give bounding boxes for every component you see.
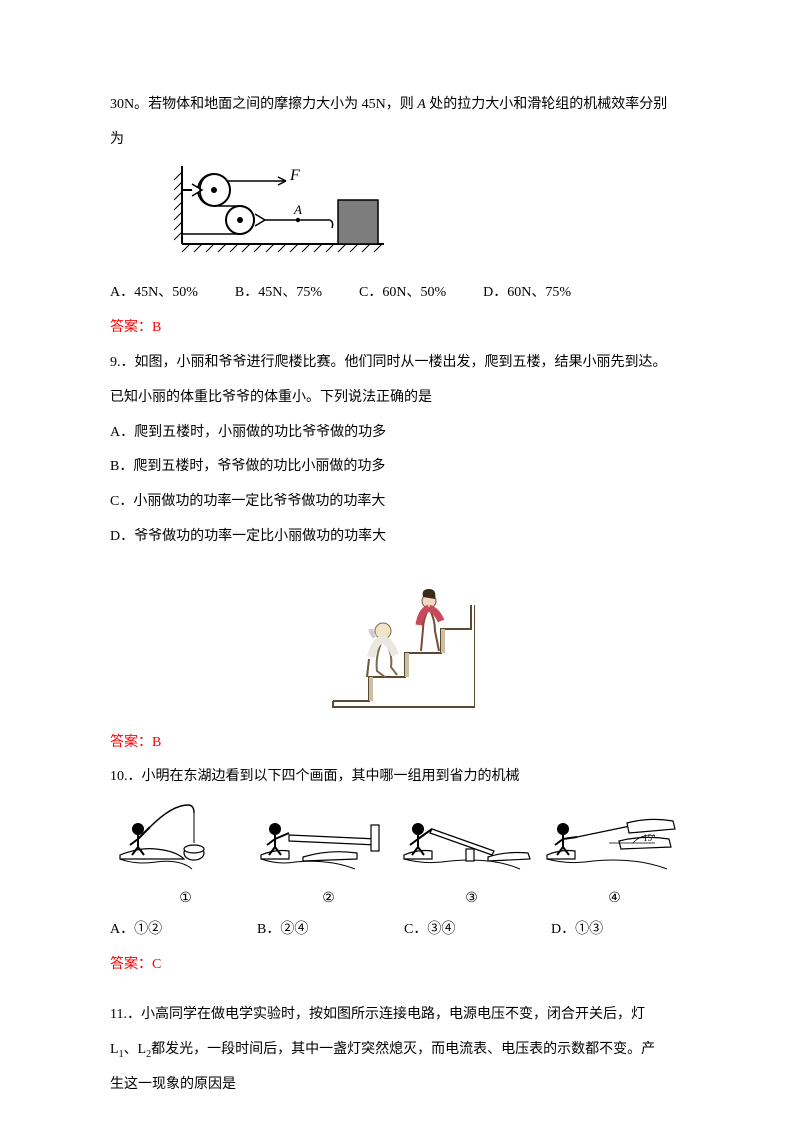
q10-fig-3 — [400, 799, 543, 884]
q8-options: A．45N、50% B．45N、75% C．60N、50% D．60N、75% — [110, 278, 690, 309]
q10-stem: 10.．小明在东湖边看到以下四个画面，其中哪一组用到省力的机械 — [110, 762, 690, 793]
q8-option-a: A．45N、50% — [110, 278, 198, 309]
q11-line1: 11.．小高同学在做电学实验时，按如图所示连接电路，电源电压不变，闭合开关后，灯 — [110, 1000, 690, 1031]
intro-text-pre: 30N。若物体和地面之间的摩擦力大小为 45N，则 — [110, 97, 417, 112]
q10-label-3: ③ — [400, 884, 543, 915]
q9-stem-2: 已知小丽的体重比爷爷的体重小。下列说法正确的是 — [110, 383, 690, 414]
intro-text-post: 处的拉力大小和滑轮组的机械效率分别 — [426, 97, 668, 112]
q8-option-d: D．60N、75% — [483, 278, 571, 309]
q10-answer: 答案：C — [110, 950, 690, 981]
q10-fig-4: 15° — [543, 799, 686, 884]
q9-option-d: D．爷爷做功的功率一定比小丽做功的功率大 — [110, 522, 690, 553]
q10-fig-1 — [114, 799, 257, 884]
q10-figure-labels: ① ② ③ ④ — [110, 884, 690, 915]
intro-line2: 为 — [110, 125, 690, 156]
stairs-figure — [110, 559, 690, 722]
q8-option-c: C．60N、50% — [359, 278, 446, 309]
q9-option-c: C．小丽做功的功率一定比爷爷做功的功率大 — [110, 487, 690, 518]
q9-answer: 答案：B — [110, 728, 690, 759]
q8-answer: 答案：B — [110, 313, 690, 344]
q10-options: A．①② B．②④ C．③④ D．①③ — [110, 915, 690, 946]
q10-label-2: ② — [257, 884, 400, 915]
q9-option-b: B．爬到五楼时，爷爷做的功比小丽做的功多 — [110, 452, 690, 483]
q10-option-a: A．①② — [110, 915, 210, 946]
svg-text:A: A — [293, 202, 302, 217]
q8-option-b: B．45N、75% — [235, 278, 322, 309]
q9-stem-1: 9.．如图，小丽和爷爷进行爬楼比赛。他们同时从一楼出发，爬到五楼，结果小丽先到达… — [110, 348, 690, 379]
q10-figures: 15° — [110, 799, 690, 884]
svg-text:15°: 15° — [643, 833, 656, 843]
svg-text:F: F — [289, 167, 300, 184]
q10-option-c: C．③④ — [404, 915, 504, 946]
q11-l-rest: 都发光，一段时间后，其中一盏灯突然熄灭，而电流表、电压表的示数都不变。产 — [151, 1042, 655, 1057]
q11-l-mid: 、L — [124, 1042, 147, 1057]
q10-fig-2 — [257, 799, 400, 884]
q10-option-d: D．①③ — [551, 915, 651, 946]
q11-line3: 生这一现象的原因是 — [110, 1070, 690, 1101]
intro-line1: 30N。若物体和地面之间的摩擦力大小为 45N，则 A 处的拉力大小和滑轮组的机… — [110, 90, 690, 121]
q10-label-1: ① — [114, 884, 257, 915]
q11-l-pre: L — [110, 1042, 119, 1057]
q11-line2: L1、L2都发光，一段时间后，其中一盏灯突然熄灭，而电流表、电压表的示数都不变。… — [110, 1035, 690, 1066]
point-A: A — [417, 97, 426, 112]
q10-label-4: ④ — [543, 884, 686, 915]
q9-option-a: A．爬到五楼时，小丽做的功比爷爷做的功多 — [110, 418, 690, 449]
q10-option-b: B．②④ — [257, 915, 357, 946]
pulley-figure: F A — [170, 162, 690, 273]
